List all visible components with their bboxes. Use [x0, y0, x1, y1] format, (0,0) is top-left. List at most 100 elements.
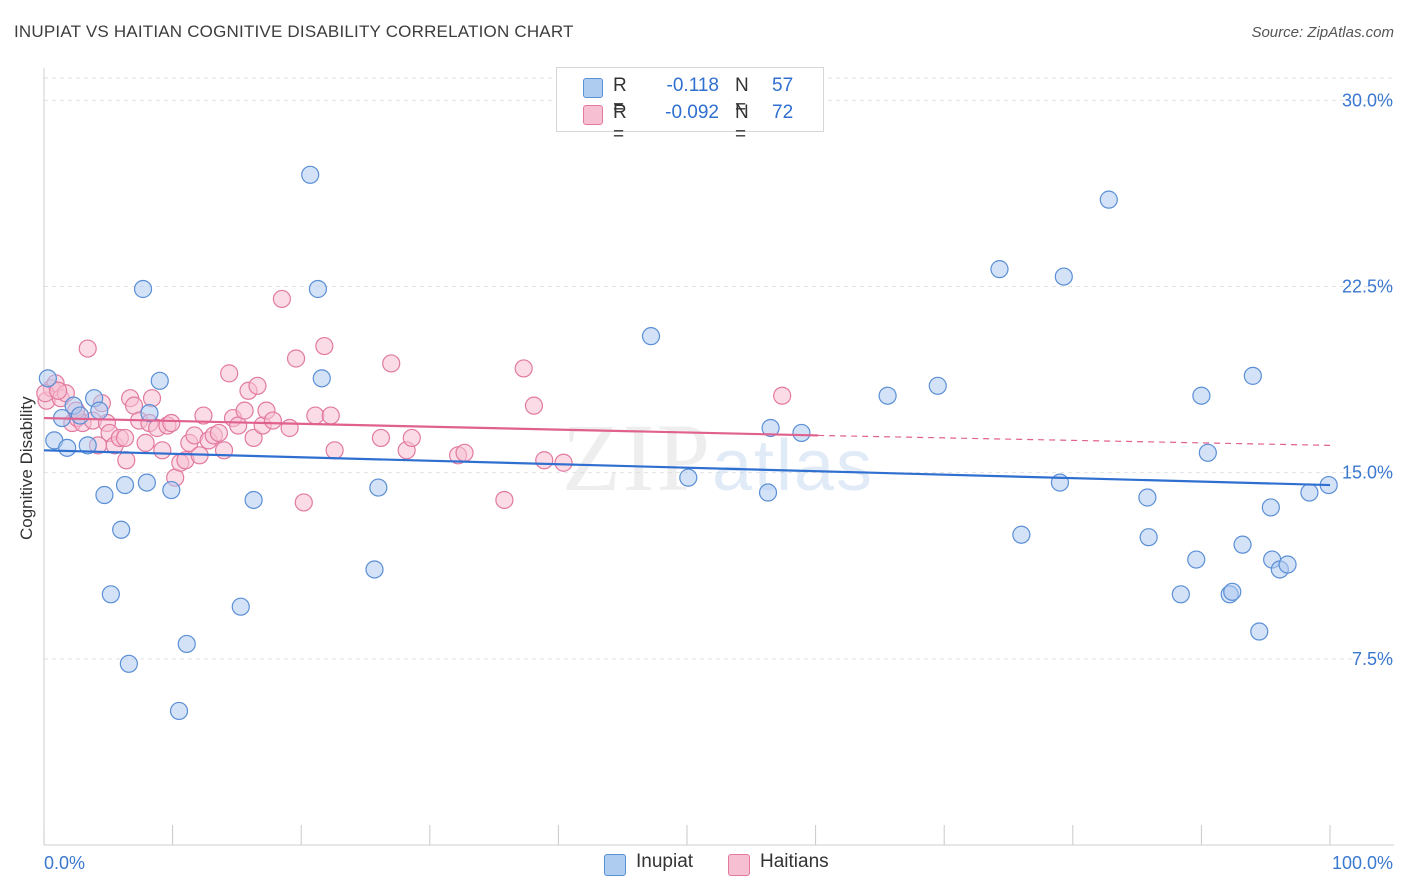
point-inupiat-14 [133, 279, 153, 299]
point-haitians-27 [162, 413, 181, 433]
point-inupiat-12 [115, 475, 135, 495]
point-inupiat-34 [928, 376, 947, 395]
point-inupiat-15 [137, 473, 156, 492]
point-inupiat-44 [1192, 386, 1211, 405]
point-inupiat-41 [1139, 528, 1158, 547]
y-tick-label-3: 30.0% [1342, 90, 1393, 110]
point-inupiat-40 [1138, 488, 1157, 507]
legend-label-haitians: Haitians [760, 851, 829, 872]
point-inupiat-22 [244, 490, 263, 510]
point-haitians-50 [280, 418, 299, 438]
point-haitians-70 [49, 381, 68, 400]
point-haitians-57 [371, 428, 391, 448]
n-value: 57 [772, 75, 794, 96]
point-inupiat-32 [792, 423, 811, 443]
point-haitians-53 [306, 406, 325, 425]
point-haitians-55 [321, 406, 340, 425]
legend-label-inupiat: Inupiat [636, 851, 694, 872]
point-inupiat-23 [301, 165, 320, 184]
point-haitians-45 [248, 376, 267, 395]
point-inupiat-20 [177, 634, 196, 654]
x-tick-label-max: 100.0% [1332, 853, 1393, 873]
r-value: -0.092 [665, 102, 719, 123]
r-label: R = [613, 102, 627, 145]
haitians-swatch [583, 105, 603, 125]
point-inupiat-43 [1187, 550, 1206, 569]
point-inupiat-19 [169, 701, 189, 721]
watermark-atlas: atlas [712, 426, 874, 506]
series-haitians [36, 289, 792, 512]
point-haitians-67 [554, 453, 573, 472]
point-inupiat-51 [1261, 498, 1280, 517]
point-haitians-65 [524, 396, 544, 415]
point-inupiat-29 [679, 468, 698, 487]
point-inupiat-38 [1054, 267, 1073, 286]
point-inupiat-54 [1278, 555, 1297, 574]
point-inupiat-50 [1250, 622, 1269, 641]
watermark: ZIPatlas [562, 404, 874, 511]
point-inupiat-49 [1243, 366, 1262, 385]
n-value: 72 [772, 102, 794, 123]
point-inupiat-39 [1099, 190, 1118, 209]
correlation-legend: R = -0.118 N = 57 R = -0.092 N = 72 [556, 67, 824, 145]
y-axis-label: Cognitive Disability [17, 396, 36, 540]
gridlines [44, 77, 1394, 660]
point-haitians-62 [455, 443, 474, 462]
point-haitians-56 [325, 441, 344, 460]
point-haitians-16 [115, 428, 135, 448]
point-haitians-17 [117, 451, 136, 470]
point-haitians-60 [402, 428, 421, 448]
point-inupiat-27 [369, 478, 388, 497]
point-haitians-34 [194, 406, 213, 425]
point-inupiat-25 [312, 369, 331, 388]
r-value: -0.118 [666, 75, 719, 96]
trend-lines [43, 416, 1331, 487]
axes [43, 68, 1394, 846]
point-inupiat-26 [365, 560, 384, 579]
inupiat-swatch [583, 78, 603, 98]
point-inupiat-5 [70, 406, 90, 425]
point-haitians-68 [773, 386, 792, 405]
point-inupiat-16 [140, 403, 159, 423]
point-inupiat-3 [58, 438, 77, 457]
point-haitians-21 [136, 433, 155, 452]
watermark-zip: ZIP [562, 404, 712, 511]
tick-labels: 7.5% 15.0% 22.5% 30.0% 0.0% 100.0% [44, 90, 1393, 873]
point-haitians-37 [209, 423, 228, 443]
point-inupiat-11 [112, 520, 131, 539]
point-inupiat-13 [119, 654, 138, 673]
point-inupiat-42 [1171, 585, 1190, 604]
y-tick-label-2: 22.5% [1342, 277, 1393, 297]
point-haitians-51 [286, 349, 306, 368]
r-label: R = [613, 75, 627, 118]
point-inupiat-35 [990, 260, 1009, 279]
n-label: N = [735, 102, 749, 145]
point-inupiat-9 [95, 485, 114, 505]
point-haitians-39 [220, 364, 239, 383]
point-inupiat-10 [101, 585, 120, 604]
point-haitians-44 [244, 428, 263, 448]
point-haitians-48 [263, 411, 283, 430]
point-inupiat-36 [1012, 525, 1031, 544]
chart-title: INUPIAT VS HAITIAN COGNITIVE DISABILITY … [14, 22, 574, 41]
point-inupiat-45 [1198, 443, 1217, 462]
point-haitians-52 [294, 493, 313, 512]
y-tick-label-1: 15.0% [1342, 463, 1393, 483]
point-inupiat-30 [758, 483, 778, 502]
trend-haitians [43, 416, 819, 437]
source-label: Source: ZipAtlas.com [1251, 24, 1394, 41]
point-inupiat-48 [1233, 535, 1252, 554]
point-haitians-49 [272, 289, 292, 309]
point-inupiat-0 [38, 369, 57, 388]
point-inupiat-33 [878, 386, 897, 405]
point-inupiat-31 [761, 418, 780, 438]
point-haitians-66 [535, 451, 554, 470]
haitians-legend-swatch [728, 854, 750, 876]
point-inupiat-55 [1300, 483, 1319, 502]
trend-haitians-extension [818, 434, 1331, 446]
series-legend: Inupiat Haitians [0, 851, 1406, 877]
point-haitians-42 [235, 401, 254, 420]
point-haitians-63 [495, 490, 514, 510]
n-label: N = [735, 75, 749, 118]
